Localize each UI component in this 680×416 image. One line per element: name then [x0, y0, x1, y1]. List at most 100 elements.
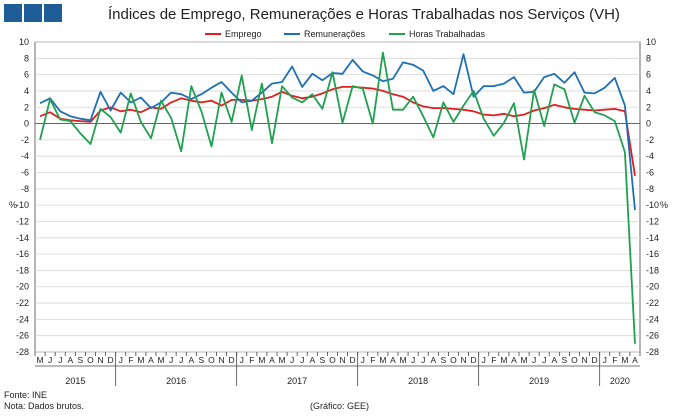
- y-tick-label-right: -4: [646, 151, 654, 161]
- y-axis-label-left: %: [9, 200, 17, 210]
- x-tick-label: S: [78, 355, 84, 365]
- x-tick-label: S: [320, 355, 326, 365]
- y-tick-label-left: -24: [16, 314, 29, 324]
- x-tick-label: J: [603, 355, 607, 365]
- x-tick-label: J: [48, 355, 52, 365]
- x-tick-label: A: [148, 355, 154, 365]
- y-tick-label-right: -6: [646, 168, 654, 178]
- year-label: 2018: [408, 376, 428, 386]
- year-label: 2019: [529, 376, 549, 386]
- y-tick-label-right: -18: [646, 265, 659, 275]
- x-tick-label: N: [97, 355, 103, 365]
- y-tick-label-right: -24: [646, 314, 659, 324]
- y-tick-label-left: 8: [24, 53, 29, 63]
- chart-title: Índices de Emprego, Remunerações e Horas…: [108, 6, 620, 23]
- y-tick-label-left: -10: [16, 200, 29, 210]
- x-tick-label: D: [229, 355, 235, 365]
- y-tick-label-left: -28: [16, 347, 29, 357]
- x-tick-label: S: [199, 355, 205, 365]
- gee-logo: [4, 4, 62, 22]
- x-tick-label: A: [269, 355, 275, 365]
- x-tick-label: J: [421, 355, 425, 365]
- x-tick-label: J: [119, 355, 123, 365]
- y-tick-label-right: 2: [646, 102, 651, 112]
- x-tick-label: M: [278, 355, 285, 365]
- y-tick-label-right: -28: [646, 347, 659, 357]
- y-tick-label-left: 10: [19, 37, 29, 47]
- x-tick-label: J: [482, 355, 486, 365]
- y-tick-label-right: -20: [646, 282, 659, 292]
- y-tick-label-left: -16: [16, 249, 29, 259]
- year-label: 2017: [287, 376, 307, 386]
- y-tick-label-left: -6: [21, 168, 29, 178]
- y-tick-label-left: 6: [24, 70, 29, 80]
- x-tick-label: A: [188, 355, 194, 365]
- source-note: Fonte: INE: [4, 390, 48, 400]
- x-tick-label: M: [500, 355, 507, 365]
- x-tick-label: M: [36, 355, 43, 365]
- x-tick-label: M: [157, 355, 164, 365]
- y-tick-label-left: -8: [21, 184, 29, 194]
- x-tick-label: S: [441, 355, 447, 365]
- y-tick-label-right: -2: [646, 135, 654, 145]
- x-tick-label: A: [511, 355, 517, 365]
- y-tick-label-right: -10: [646, 200, 659, 210]
- series-line-0: [39, 86, 636, 176]
- x-tick-label: A: [632, 355, 638, 365]
- x-tick-label: M: [258, 355, 265, 365]
- y-tick-label-right: -12: [646, 216, 659, 226]
- y-tick-label-left: -26: [16, 331, 29, 341]
- y-tick-label-right: -26: [646, 331, 659, 341]
- legend-label: Horas Trabalhadas: [409, 29, 486, 39]
- x-tick-label: F: [128, 355, 133, 365]
- x-tick-label: M: [379, 355, 386, 365]
- data-note: Nota: Dados brutos.: [4, 401, 85, 411]
- y-tick-label-right: -14: [646, 233, 659, 243]
- year-label: 2016: [166, 376, 186, 386]
- x-tick-label: J: [411, 355, 415, 365]
- x-tick-label: D: [592, 355, 598, 365]
- x-tick-label: A: [430, 355, 436, 365]
- y-tick-label-right: 0: [646, 119, 651, 129]
- legend-label: Remunerações: [304, 29, 366, 39]
- x-tick-label: A: [67, 355, 73, 365]
- x-tick-label: F: [249, 355, 254, 365]
- x-tick-label: O: [329, 355, 336, 365]
- x-tick-label: J: [179, 355, 183, 365]
- x-tick-label: J: [290, 355, 294, 365]
- x-tick-label: M: [399, 355, 406, 365]
- x-tick-label: S: [562, 355, 568, 365]
- year-label: 2020: [610, 376, 630, 386]
- series-line-1: [39, 53, 636, 211]
- y-tick-label-right: -16: [646, 249, 659, 259]
- y-tick-label-left: -18: [16, 265, 29, 275]
- x-tick-label: O: [87, 355, 94, 365]
- y-tick-label-right: 4: [646, 86, 651, 96]
- y-tick-label-left: -2: [21, 135, 29, 145]
- x-tick-label: O: [571, 355, 578, 365]
- legend-label: Emprego: [225, 29, 262, 39]
- y-tick-label-right: 8: [646, 53, 651, 63]
- y-tick-label-left: -12: [16, 216, 29, 226]
- x-tick-label: N: [581, 355, 587, 365]
- y-tick-label-left: 2: [24, 102, 29, 112]
- y-tick-label-left: 4: [24, 86, 29, 96]
- x-tick-label: F: [612, 355, 617, 365]
- x-tick-label: A: [309, 355, 315, 365]
- x-tick-label: N: [460, 355, 466, 365]
- credit-note: (Gráfico: GEE): [310, 401, 370, 411]
- y-tick-label-right: -22: [646, 298, 659, 308]
- y-tick-label-right: 10: [646, 37, 656, 47]
- x-tick-label: M: [621, 355, 628, 365]
- x-tick-label: J: [542, 355, 546, 365]
- x-tick-label: J: [532, 355, 536, 365]
- x-tick-label: J: [58, 355, 62, 365]
- series-line-2: [39, 51, 636, 344]
- x-tick-label: M: [520, 355, 527, 365]
- x-tick-label: N: [339, 355, 345, 365]
- y-tick-label-left: 0: [24, 119, 29, 129]
- x-tick-label: D: [108, 355, 114, 365]
- x-tick-label: O: [450, 355, 457, 365]
- y-tick-label-left: -14: [16, 233, 29, 243]
